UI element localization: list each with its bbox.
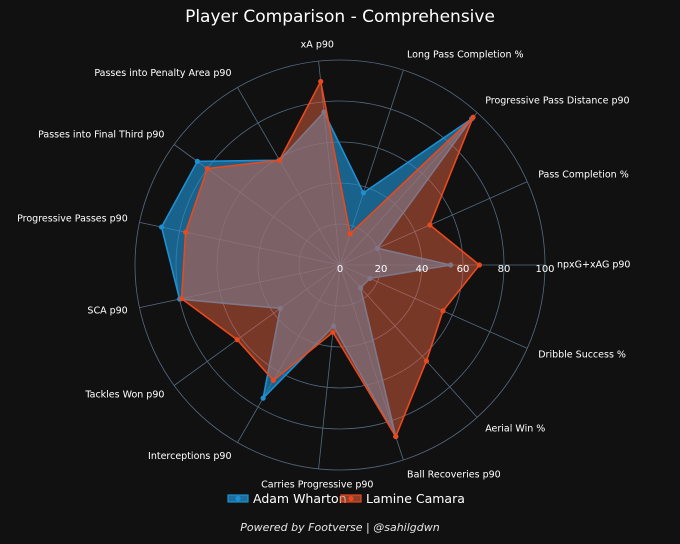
data-point [360,190,367,196]
axis-label: Pass Completion % [538,170,629,181]
data-point [427,222,433,228]
data-point [178,296,185,302]
data-point [276,157,283,163]
axis-label: npxG+xAG p90 [557,260,630,271]
data-point [270,377,276,383]
radial-tick-label: 0 [337,264,343,275]
radar-series [158,78,482,440]
data-point [158,224,165,230]
legend-label: Adam Wharton [253,491,347,506]
axis-label: Progressive Passes p90 [17,214,128,225]
data-point [260,395,266,401]
legend: Adam Wharton Lamine Camara [227,491,465,506]
data-point [234,337,240,343]
radial-tick-label: 60 [457,264,470,275]
radial-tick-label: 40 [416,264,429,275]
radial-tick-label: 20 [375,264,388,275]
axis-labels: npxG+xAG p90 Pass Completion % Progressive… [17,40,630,491]
axis-label: Long Pass Completion % [407,49,524,60]
axis-label: Tackles Won p90 [84,389,164,400]
legend-marker [235,495,241,502]
radial-tick-labels: 0 20 40 60 80 100 [337,264,555,275]
radial-tick-label: 80 [498,264,511,275]
footer-credit: Powered by Footverse | @sahilgdwn [240,521,440,534]
axis-label: Aerial Win % [485,424,545,435]
data-point [194,158,200,164]
data-point [393,433,399,440]
axis-label: Dribble Success % [538,349,626,360]
series-area-lamine-camara [180,79,481,439]
data-point [423,358,430,364]
axis-label: xA p90 [301,40,334,51]
data-point [347,231,353,237]
data-point [330,329,336,335]
data-point [204,166,210,172]
data-point [318,78,324,85]
axis-label: Ball Recoveries p90 [407,470,501,481]
axis-label: Passes into Penalty Area p90 [94,68,231,79]
axis-label: Interceptions p90 [148,451,231,462]
data-point [440,308,446,314]
axis-label: Progressive Pass Distance p90 [485,95,629,106]
chart-title: Player Comparison - Comprehensive [185,7,495,27]
legend-label: Lamine Camara [366,491,465,506]
radial-tick-label: 100 [535,264,554,275]
axis-label: SCA p90 [87,305,127,316]
data-point [470,114,476,120]
legend-marker [348,495,354,502]
data-point [476,262,482,268]
axis-label: Passes into Final Third p90 [38,130,164,141]
axis-label: Carries Progressive p90 [261,479,373,490]
data-point [182,229,189,235]
